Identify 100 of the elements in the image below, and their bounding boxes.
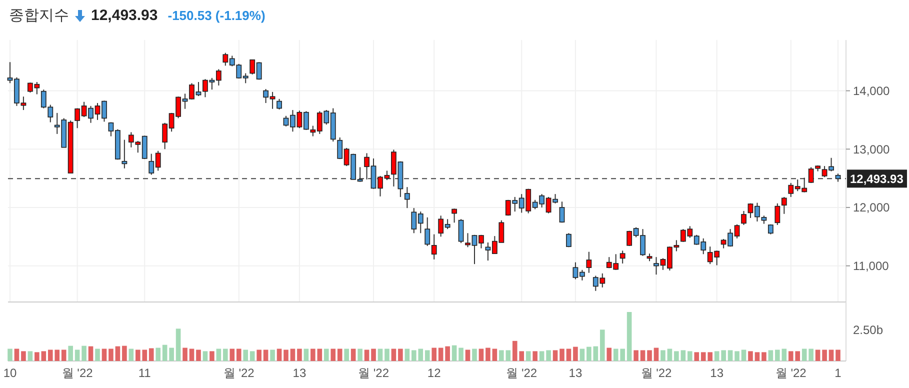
x-tick-label: 1 bbox=[834, 366, 842, 380]
bar bbox=[310, 348, 316, 361]
bar bbox=[532, 351, 538, 361]
bar bbox=[210, 351, 214, 361]
bar bbox=[640, 350, 646, 361]
bar bbox=[182, 348, 188, 361]
bar bbox=[492, 348, 498, 361]
text: -150.53 (-1.19%) bbox=[168, 8, 266, 23]
bar bbox=[88, 346, 94, 361]
bar bbox=[290, 348, 296, 361]
bar bbox=[539, 351, 544, 361]
bar bbox=[552, 350, 558, 361]
bar bbox=[28, 351, 33, 361]
bar bbox=[14, 348, 20, 361]
bar bbox=[634, 350, 638, 361]
candlestick bbox=[620, 250, 626, 264]
bar bbox=[728, 350, 733, 361]
bar bbox=[378, 348, 383, 361]
bar bbox=[156, 348, 160, 361]
x-tick-label: 10 bbox=[3, 366, 17, 380]
candlestick bbox=[586, 251, 592, 274]
bar bbox=[465, 350, 470, 361]
y-tick-label: 14,000 bbox=[853, 84, 890, 98]
bar bbox=[626, 312, 632, 361]
bar bbox=[61, 350, 66, 361]
bar bbox=[74, 350, 80, 361]
bar bbox=[21, 351, 26, 361]
bar bbox=[256, 350, 262, 361]
bar bbox=[573, 346, 578, 361]
bar bbox=[768, 350, 774, 361]
candlestick bbox=[559, 201, 565, 224]
x-tick-label: 13 bbox=[568, 366, 582, 380]
bar bbox=[472, 348, 477, 361]
bar bbox=[108, 348, 114, 361]
x-tick-label: 11 bbox=[138, 366, 152, 380]
bar bbox=[202, 351, 208, 361]
bar bbox=[34, 352, 40, 361]
bar bbox=[667, 348, 672, 361]
bar bbox=[276, 348, 282, 361]
bar bbox=[297, 348, 302, 361]
x-tick-label: 월 '22 bbox=[62, 366, 94, 380]
bar bbox=[458, 348, 464, 361]
bar bbox=[128, 348, 134, 361]
bar bbox=[169, 348, 174, 361]
bar bbox=[243, 350, 248, 361]
x-tick-label: 월 '22 bbox=[506, 366, 538, 380]
bar bbox=[162, 344, 168, 361]
bar bbox=[284, 350, 288, 361]
bar bbox=[452, 345, 457, 361]
bar bbox=[176, 328, 181, 361]
bar bbox=[822, 350, 827, 361]
y-tick-label: 12,000 bbox=[853, 200, 890, 215]
bar bbox=[350, 348, 356, 361]
bar bbox=[236, 348, 242, 361]
bar bbox=[694, 352, 700, 361]
bar bbox=[688, 351, 692, 361]
chart-subtitle: 12,493.93 bbox=[91, 7, 158, 24]
y-tick-label: 13,000 bbox=[853, 142, 890, 156]
bar bbox=[647, 350, 652, 361]
y-tick-label: 11,000 bbox=[853, 259, 890, 274]
bar bbox=[762, 352, 766, 361]
bar bbox=[371, 348, 376, 361]
bar bbox=[438, 348, 444, 361]
candlestick bbox=[424, 216, 430, 246]
bar bbox=[223, 348, 228, 361]
bar bbox=[680, 350, 686, 361]
bar bbox=[115, 346, 120, 361]
bar bbox=[748, 351, 753, 361]
bar bbox=[808, 348, 814, 361]
bar bbox=[148, 348, 154, 361]
candlestick bbox=[404, 186, 410, 209]
bar bbox=[8, 348, 12, 361]
bar bbox=[216, 348, 222, 361]
x-tick-label: 월 '22 bbox=[223, 366, 255, 380]
bar bbox=[344, 348, 349, 361]
bar bbox=[478, 348, 484, 361]
bar bbox=[734, 351, 740, 361]
candlestick bbox=[431, 234, 437, 260]
bar bbox=[304, 348, 309, 361]
bar bbox=[82, 346, 86, 361]
bar bbox=[546, 350, 551, 361]
bar bbox=[189, 348, 194, 361]
bar bbox=[566, 348, 572, 361]
bar bbox=[432, 348, 436, 361]
x-tick-label: 13 bbox=[292, 366, 306, 380]
bar bbox=[721, 350, 726, 361]
bar bbox=[230, 348, 235, 361]
bar bbox=[364, 350, 370, 361]
candlestick bbox=[781, 196, 787, 214]
bar bbox=[398, 348, 403, 361]
bar bbox=[391, 348, 396, 361]
candlestick bbox=[458, 218, 464, 244]
bar bbox=[674, 351, 679, 361]
bar bbox=[486, 348, 490, 361]
bar bbox=[122, 346, 127, 361]
bar bbox=[754, 352, 760, 361]
bar bbox=[324, 348, 329, 361]
bar bbox=[95, 348, 100, 361]
text: 2.50b bbox=[853, 323, 884, 338]
bar bbox=[526, 351, 531, 361]
